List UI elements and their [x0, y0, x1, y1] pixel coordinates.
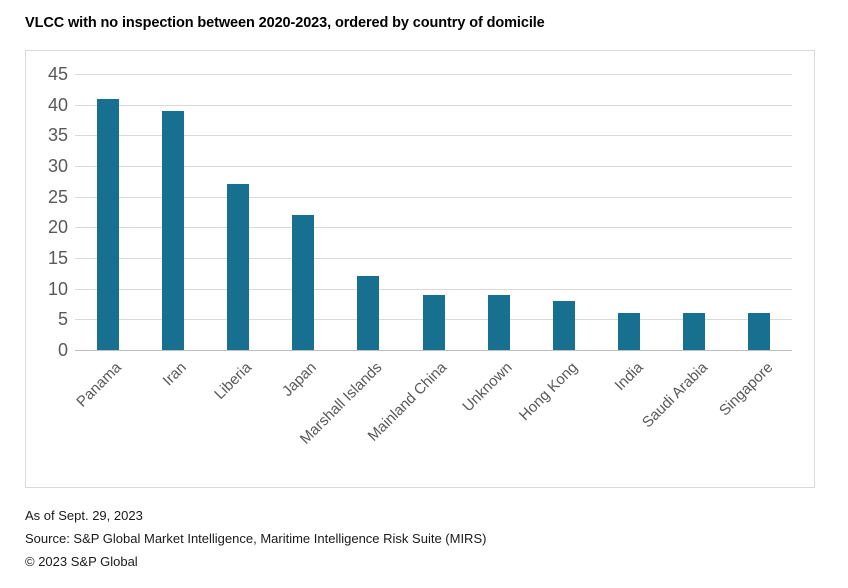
y-gridline [75, 227, 792, 228]
y-axis-tick-label-25: 25 [47, 187, 68, 207]
y-axis-tick-label-0: 0 [57, 340, 68, 360]
footnote-copyright: © 2023 S&P Global [25, 554, 138, 569]
y-axis-tick-label-40: 40 [47, 95, 68, 115]
x-axis-category-label-india: India [611, 359, 647, 395]
bar-panama [96, 98, 119, 350]
chart-title: VLCC with no inspection between 2020-202… [25, 15, 545, 31]
x-axis-category-label-saudi-arabia: Saudi Arabia [639, 359, 712, 432]
footnote-source: Source: S&P Global Market Intelligence, … [25, 531, 487, 546]
y-gridline [75, 135, 792, 136]
y-axis-tick-label-5: 5 [57, 309, 68, 329]
y-gridline [75, 289, 792, 290]
bar-unknown [487, 294, 510, 350]
plot-area: 45 40 35 30 25 20 15 10 5 0 Panama Iran Liberia Japan… [25, 50, 815, 488]
y-axis-tick-label-45: 45 [47, 64, 68, 84]
y-gridline [75, 74, 792, 75]
x-axis-category-label-hong-kong: Hong Kong [515, 359, 581, 425]
x-axis-category-label-iran: Iran [159, 359, 190, 390]
bar-marshall-islands [357, 276, 380, 350]
y-gridline [75, 197, 792, 198]
y-axis-tick-label-20: 20 [47, 217, 68, 237]
footnote-as-of: As of Sept. 29, 2023 [25, 508, 143, 523]
chart-footnotes: As of Sept. 29, 2023 Source: S&P Global … [25, 504, 815, 573]
y-axis-tick-label-35: 35 [47, 125, 68, 145]
x-axis-category-label-japan: Japan [279, 359, 321, 400]
x-axis-category-label-panama: Panama [73, 359, 125, 411]
x-axis-category-label-unknown: Unknown [459, 359, 516, 416]
y-gridline [75, 166, 792, 167]
bar-iran [161, 110, 184, 350]
y-gridline [75, 258, 792, 259]
bar-liberia [226, 184, 249, 350]
bar-mainland-china [422, 294, 445, 350]
x-axis-category-label-singapore: Singapore [716, 359, 777, 420]
x-axis-category-label-liberia: Liberia [211, 359, 255, 403]
bar-saudi-arabia [683, 313, 706, 350]
y-axis-tick-label-30: 30 [47, 156, 68, 176]
y-axis-tick-label-15: 15 [47, 248, 68, 268]
y-axis-tick-label-10: 10 [47, 279, 68, 299]
bar-singapore [748, 313, 771, 350]
bar-japan [292, 215, 315, 350]
bar-india [618, 313, 641, 350]
y-gridline [75, 105, 792, 106]
x-axis-line [75, 350, 792, 351]
bar-hong-kong [552, 300, 575, 350]
